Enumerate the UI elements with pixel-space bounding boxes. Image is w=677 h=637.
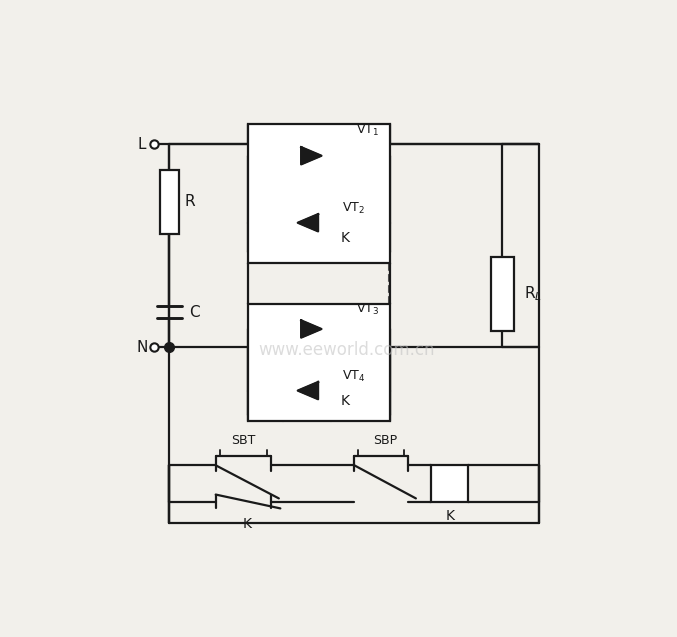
Bar [431,465,468,502]
Text: N: N [136,340,148,355]
Text: VT$_1$: VT$_1$ [356,123,379,138]
Polygon shape [298,382,318,399]
Text: www.eeworld.com.cn: www.eeworld.com.cn [259,341,435,359]
Polygon shape [301,320,322,338]
Bar [491,257,514,331]
Polygon shape [301,147,322,164]
Text: L: L [137,137,146,152]
Text: K: K [341,394,349,408]
Text: K: K [341,231,349,245]
Text: K: K [445,509,454,523]
Polygon shape [298,214,318,231]
Text: VT$_3$: VT$_3$ [356,302,379,317]
Bar [248,304,391,422]
Text: R$_L$: R$_L$ [524,284,542,303]
Bar [160,170,179,234]
Text: VT$_2$: VT$_2$ [342,201,365,217]
Text: K: K [243,517,252,531]
Text: SBP: SBP [373,434,397,447]
Text: C: C [189,304,200,320]
Text: SBT: SBT [232,434,256,447]
Bar [248,124,391,263]
Text: R: R [185,194,196,210]
Text: VT$_4$: VT$_4$ [342,369,366,384]
